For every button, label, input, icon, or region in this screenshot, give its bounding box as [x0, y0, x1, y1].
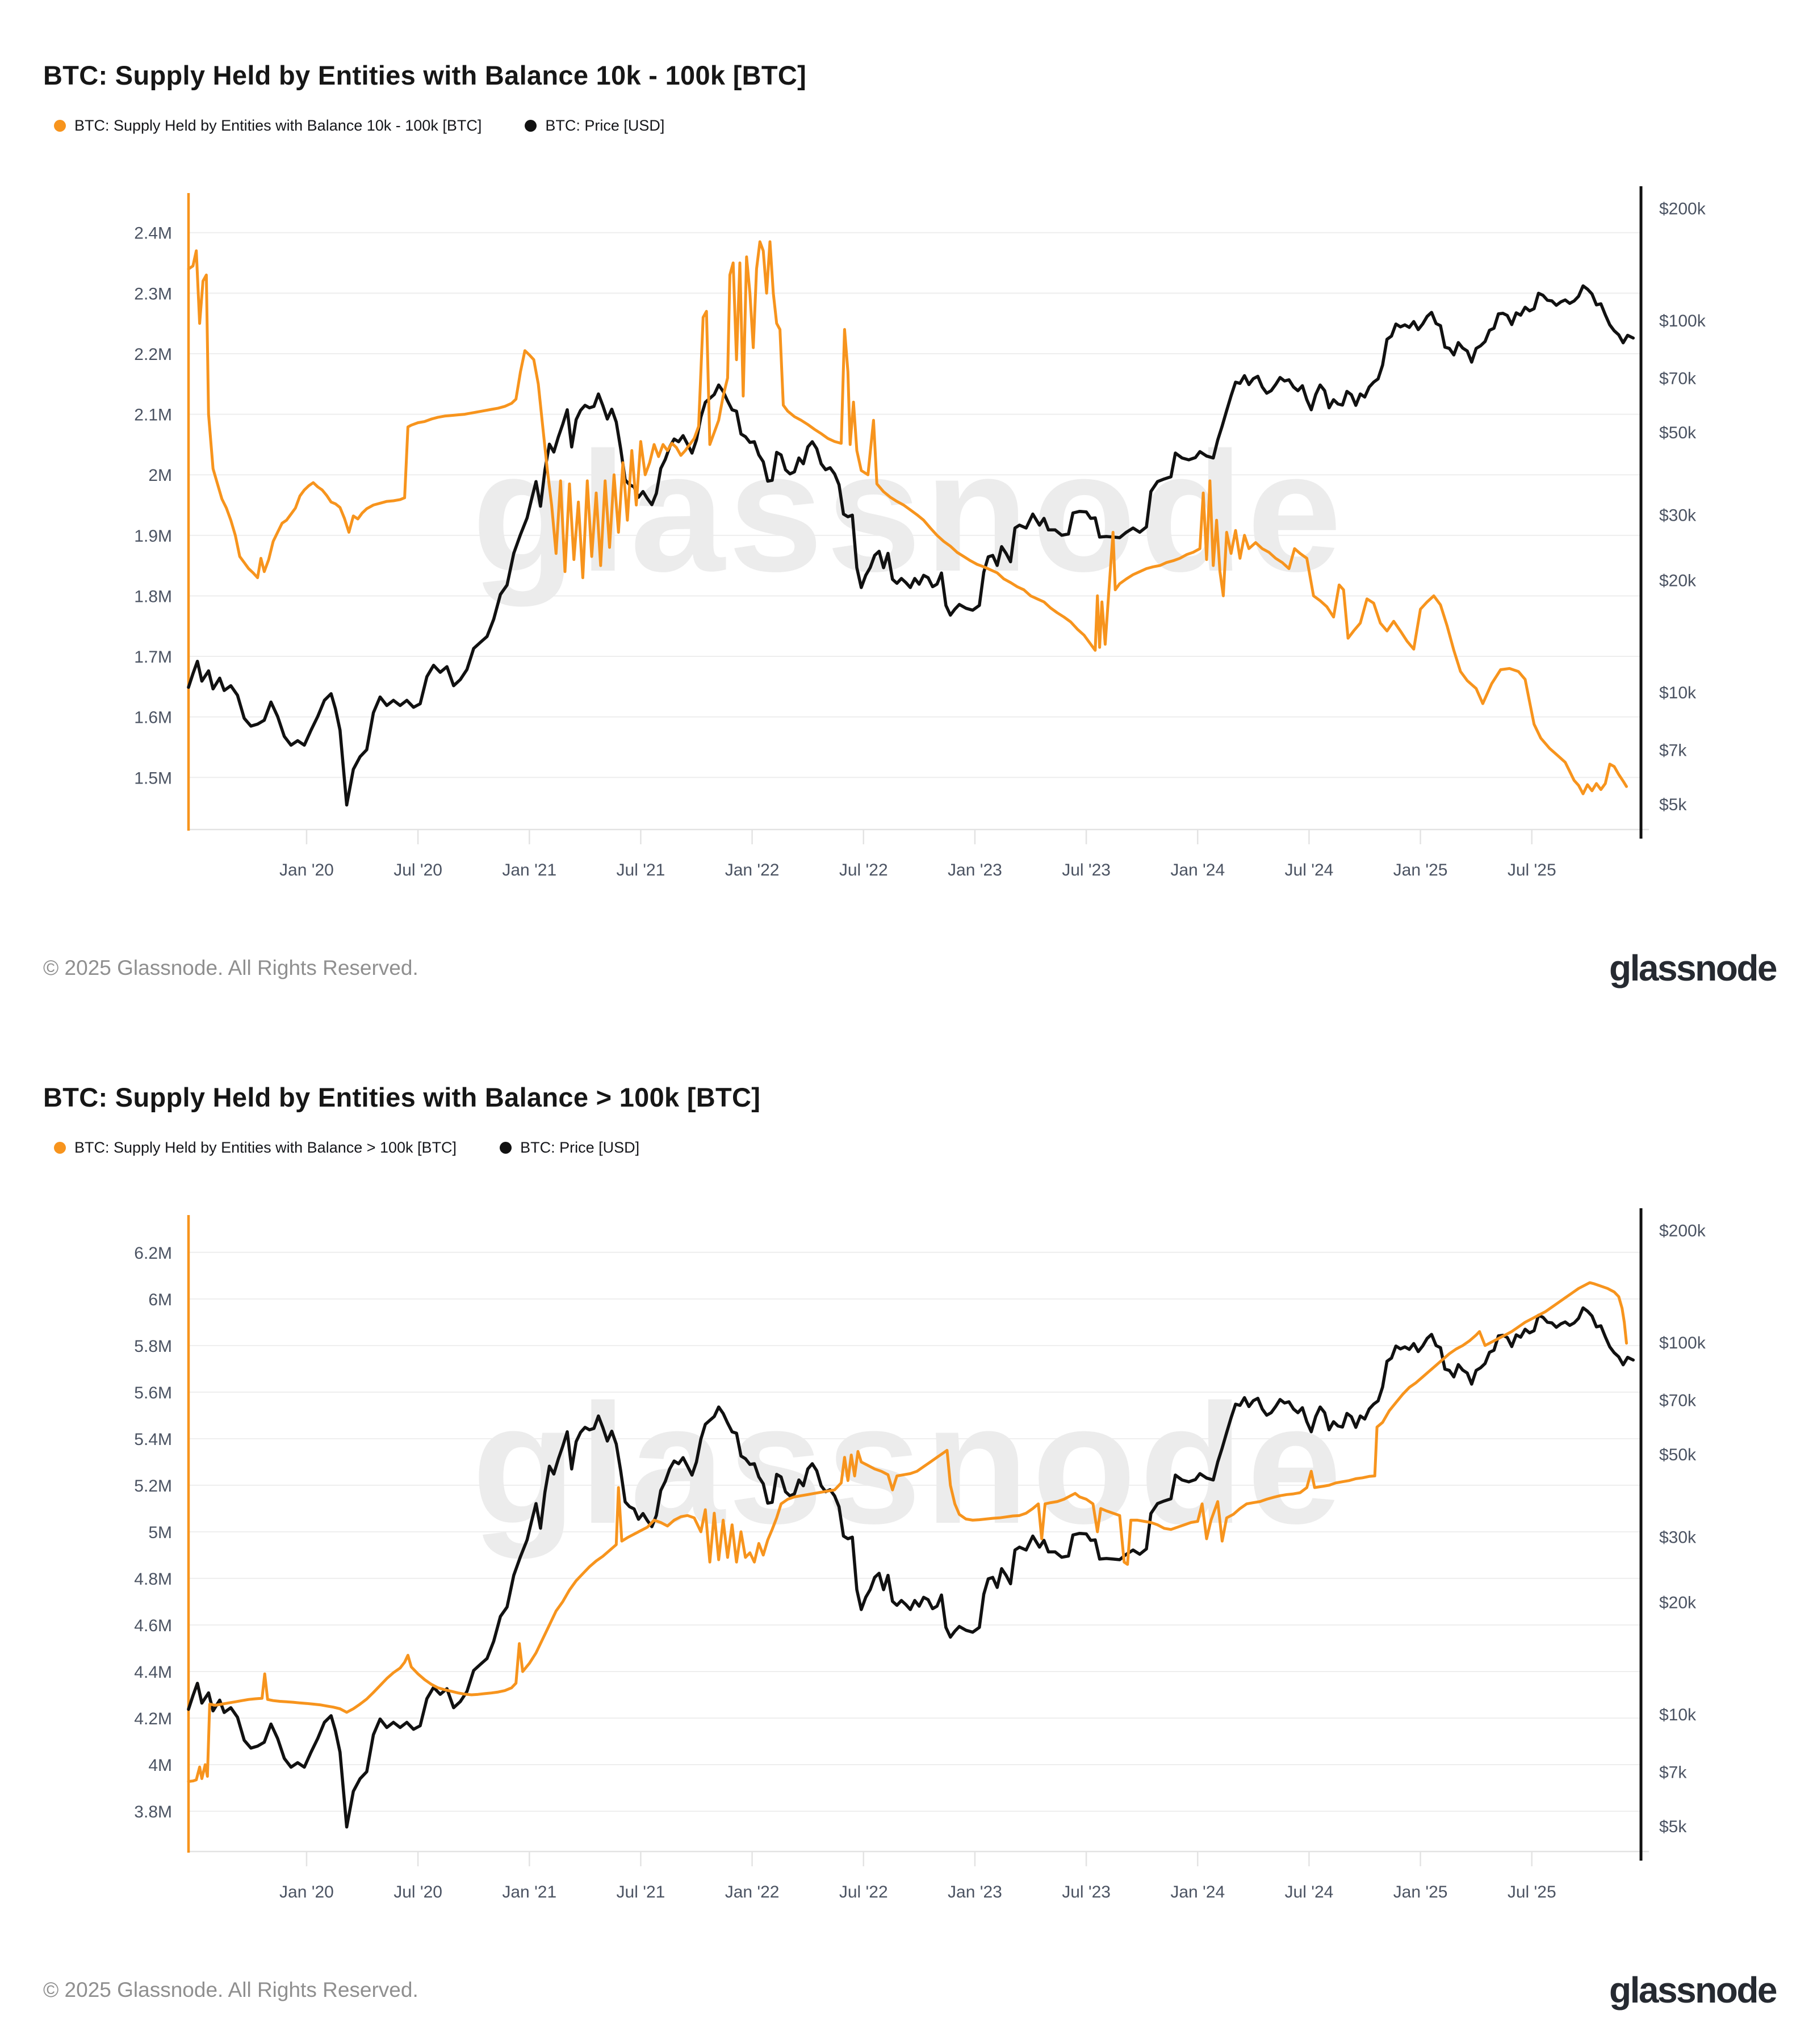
left-axis-tick-label: 2M — [148, 466, 172, 485]
x-axis-tick-label: Jul '23 — [1062, 1883, 1111, 1901]
left-axis-tick-label: 2.2M — [134, 345, 172, 364]
right-axis-tick-label: $30k — [1659, 1528, 1697, 1547]
x-axis-tick-label: Jul '22 — [839, 1883, 888, 1901]
x-axis-tick-label: Jul '25 — [1508, 861, 1556, 879]
x-axis-tick-label: Jul '21 — [617, 1883, 665, 1901]
right-axis-tick-label: $50k — [1659, 424, 1697, 442]
legend-item-supply[interactable]: BTC: Supply Held by Entities with Balanc… — [54, 1139, 457, 1157]
right-axis-tick-label: $10k — [1659, 1706, 1697, 1724]
x-axis-tick-label: Jan '25 — [1393, 861, 1448, 879]
right-axis-tick-label: $7k — [1659, 1763, 1687, 1782]
right-axis-tick-label: $20k — [1659, 572, 1697, 590]
chart-title: BTC: Supply Held by Entities with Balanc… — [43, 1082, 761, 1113]
x-axis-tick-label: Jul '24 — [1285, 1883, 1334, 1901]
left-axis-tick-label: 2.4M — [134, 224, 172, 243]
x-axis-tick-label: Jul '22 — [839, 861, 888, 879]
left-axis-tick-label: 5.2M — [134, 1477, 172, 1496]
left-axis-tick-label: 4M — [148, 1756, 172, 1775]
left-axis-tick-label: 1.7M — [134, 648, 172, 667]
left-axis-tick-label: 1.6M — [134, 709, 172, 727]
right-axis-tick-label: $50k — [1659, 1446, 1697, 1464]
chart-section-supply-gt-100k: BTC: Supply Held by Entities with Balanc… — [0, 1022, 1817, 2044]
left-axis-tick-label: 6.2M — [134, 1244, 172, 1263]
x-axis-tick-label: Jan '25 — [1393, 1883, 1448, 1901]
x-axis-tick-label: Jan '23 — [948, 1883, 1002, 1901]
left-axis-tick-label: 6M — [148, 1291, 172, 1309]
footer-row: © 2025 Glassnode. All Rights Reserved. g… — [43, 934, 1778, 1002]
x-axis-tick-label: Jan '24 — [1170, 861, 1225, 879]
glassnode-logo: glassnode — [1609, 948, 1778, 989]
x-axis-tick-label: Jul '20 — [393, 861, 442, 879]
series-line-price — [187, 1306, 1635, 1829]
left-axis-tick-label: 2.1M — [134, 406, 172, 425]
legend-item-price[interactable]: BTC: Price [USD] — [525, 117, 664, 135]
right-axis-tick-label: $5k — [1659, 1817, 1687, 1836]
chart-canvas[interactable]: Jan '20 Jul '20 Jan '21 Jul '21 Jan '22 Jul '… — [0, 0, 1817, 1022]
right-axis-tick-label: $30k — [1659, 506, 1697, 525]
x-axis-tick-label: Jul '24 — [1285, 861, 1334, 879]
legend: BTC: Supply Held by Entities with Balanc… — [54, 1139, 639, 1157]
left-axis-tick-label: 4.4M — [134, 1663, 172, 1682]
chart-canvas[interactable]: Jan '20 Jul '20 Jan '21 Jul '21 Jan '22 Jul '… — [0, 1022, 1817, 2044]
left-axis-tick-label: 5.8M — [134, 1337, 172, 1356]
right-axis-tick-label: $70k — [1659, 1391, 1697, 1410]
right-axis-tick-label: $200k — [1659, 200, 1706, 219]
right-axis-tick-label: $100k — [1659, 1334, 1706, 1352]
left-axis-tick-label: 1.8M — [134, 587, 172, 606]
left-axis-tick-label: 2.3M — [134, 284, 172, 303]
legend-label-price: BTC: Price [USD] — [545, 117, 665, 134]
left-axis-tick-label: 4.6M — [134, 1616, 172, 1635]
left-axis-tick-label: 4.8M — [134, 1570, 172, 1589]
x-axis-tick-label: Jul '20 — [393, 1883, 442, 1901]
legend-item-supply[interactable]: BTC: Supply Held by Entities with Balanc… — [54, 117, 482, 135]
legend-item-price[interactable]: BTC: Price [USD] — [500, 1139, 639, 1157]
right-axis-tick-label: $70k — [1659, 369, 1697, 388]
left-axis-tick-label: 1.9M — [134, 527, 172, 546]
x-axis-tick-label: Jan '22 — [725, 861, 780, 879]
x-axis-tick-label: Jul '23 — [1062, 861, 1111, 879]
price-series-dot-icon — [525, 120, 537, 132]
right-axis-tick-label: $5k — [1659, 795, 1687, 814]
supply-series-dot-icon — [54, 120, 66, 132]
glassnode-watermark: glassnode — [472, 1368, 1345, 1560]
price-series-dot-icon — [500, 1142, 512, 1154]
right-axis-tick-label: $7k — [1659, 741, 1687, 760]
left-axis-tick-label: 5.4M — [134, 1430, 172, 1449]
glassnode-logo: glassnode — [1609, 1970, 1778, 2011]
left-axis-tick-label: 3.8M — [134, 1803, 172, 1821]
x-axis-tick-label: Jan '21 — [502, 861, 556, 879]
x-axis-tick-label: Jan '21 — [502, 1883, 556, 1901]
legend-label-price: BTC: Price [USD] — [520, 1139, 640, 1156]
left-axis-tick-label: 5.6M — [134, 1384, 172, 1402]
chart-title: BTC: Supply Held by Entities with Balanc… — [43, 60, 807, 91]
footer-row: © 2025 Glassnode. All Rights Reserved. g… — [43, 1956, 1778, 2024]
copyright-text: © 2025 Glassnode. All Rights Reserved. — [43, 1978, 418, 2001]
x-axis-tick-label: Jan '20 — [279, 1883, 334, 1901]
legend-label-supply: BTC: Supply Held by Entities with Balanc… — [74, 1139, 457, 1156]
right-axis-tick-label: $100k — [1659, 312, 1706, 330]
x-axis-tick-label: Jan '23 — [948, 861, 1002, 879]
x-axis-tick-label: Jul '21 — [617, 861, 665, 879]
series-line-price — [187, 284, 1635, 807]
left-axis-tick-label: 4.2M — [134, 1710, 172, 1728]
left-axis-tick-label: 5M — [148, 1523, 172, 1542]
series-line-supply — [187, 240, 1628, 795]
chart-section-supply-10k-100k: BTC: Supply Held by Entities with Balanc… — [0, 0, 1817, 1022]
copyright-text: © 2025 Glassnode. All Rights Reserved. — [43, 956, 418, 979]
right-axis-tick-label: $20k — [1659, 1594, 1697, 1612]
x-axis-tick-label: Jan '20 — [279, 861, 334, 879]
x-axis-tick-label: Jan '24 — [1170, 1883, 1225, 1901]
right-axis-tick-label: $10k — [1659, 684, 1697, 702]
supply-series-dot-icon — [54, 1142, 66, 1154]
left-axis-tick-label: 1.5M — [134, 769, 172, 788]
x-axis-tick-label: Jul '25 — [1508, 1883, 1556, 1901]
legend-label-supply: BTC: Supply Held by Entities with Balanc… — [74, 117, 482, 134]
legend: BTC: Supply Held by Entities with Balanc… — [54, 117, 664, 135]
x-axis-tick-label: Jan '22 — [725, 1883, 780, 1901]
series-line-supply — [187, 1281, 1628, 1783]
right-axis-tick-label: $200k — [1659, 1222, 1706, 1241]
